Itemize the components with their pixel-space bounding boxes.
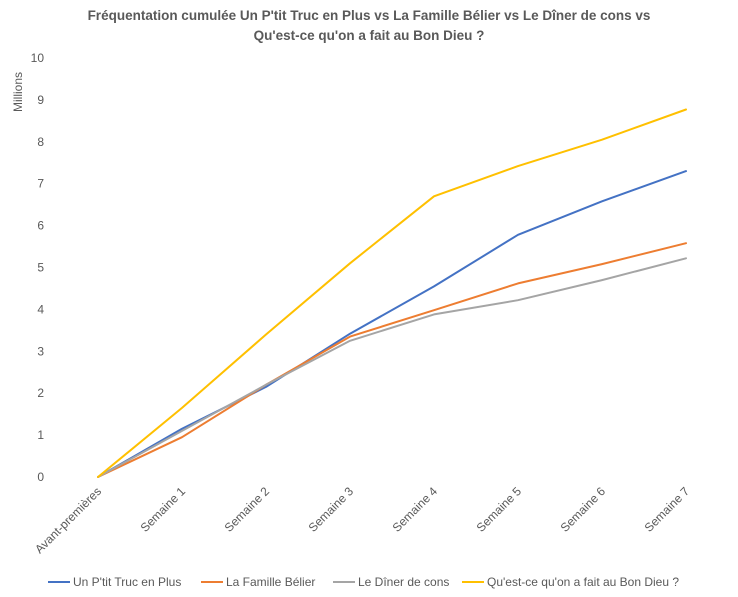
y-tick-label: 8 [37, 135, 44, 149]
series-line-4 [97, 108, 687, 478]
legend-label: Qu'est-ce qu'on a fait au Bon Dieu ? [487, 575, 679, 589]
x-tick-label: Semaine 3 [306, 484, 357, 535]
y-tick-label: 7 [37, 177, 44, 191]
y-tick-label: 1 [37, 428, 44, 442]
y-axis-label: Millions [11, 72, 25, 112]
series-line-2 [97, 242, 687, 478]
x-tick-label: Semaine 1 [138, 484, 189, 535]
legend: Un P'tit Truc en Plus La Famille Bélier Le… [48, 575, 679, 589]
y-tick-label: 9 [37, 93, 44, 107]
chart-title-line-2: Qu'est-ce qu'on a fait au Bon Dieu ? [253, 28, 485, 43]
x-tick-label: Semaine 2 [222, 484, 273, 535]
legend-label: La Famille Bélier [226, 575, 315, 589]
x-tick-label: Avant-premières [32, 484, 104, 556]
legend-label: Un P'tit Truc en Plus [73, 575, 181, 589]
y-tick-label: 6 [37, 219, 44, 233]
x-tick-label: Semaine 7 [642, 484, 693, 535]
x-ticks: Avant-premières Semaine 1 Semaine 2 Semaine… [32, 484, 692, 556]
chart-title-line-1: Fréquentation cumulée Un P'tit Truc en P… [87, 8, 651, 23]
chart-title: Fréquentation cumulée Un P'tit Truc en P… [0, 6, 738, 46]
y-tick-label: 2 [37, 386, 44, 400]
x-tick-label: Semaine 4 [390, 484, 441, 535]
y-tick-label: 4 [37, 302, 44, 316]
y-tick-label: 3 [37, 344, 44, 358]
y-tick-label: 0 [37, 470, 44, 484]
series-lines [97, 108, 687, 478]
y-tick-label: 10 [31, 51, 45, 65]
legend-label: Le Dîner de cons [358, 575, 449, 589]
x-tick-label: Semaine 6 [558, 484, 609, 535]
series-line-1 [97, 170, 687, 478]
series-line-3 [97, 257, 687, 478]
x-tick-label: Semaine 5 [474, 484, 525, 535]
y-tick-label: 5 [37, 261, 44, 275]
y-ticks: 0 1 2 3 4 5 6 7 8 9 10 [31, 51, 45, 484]
